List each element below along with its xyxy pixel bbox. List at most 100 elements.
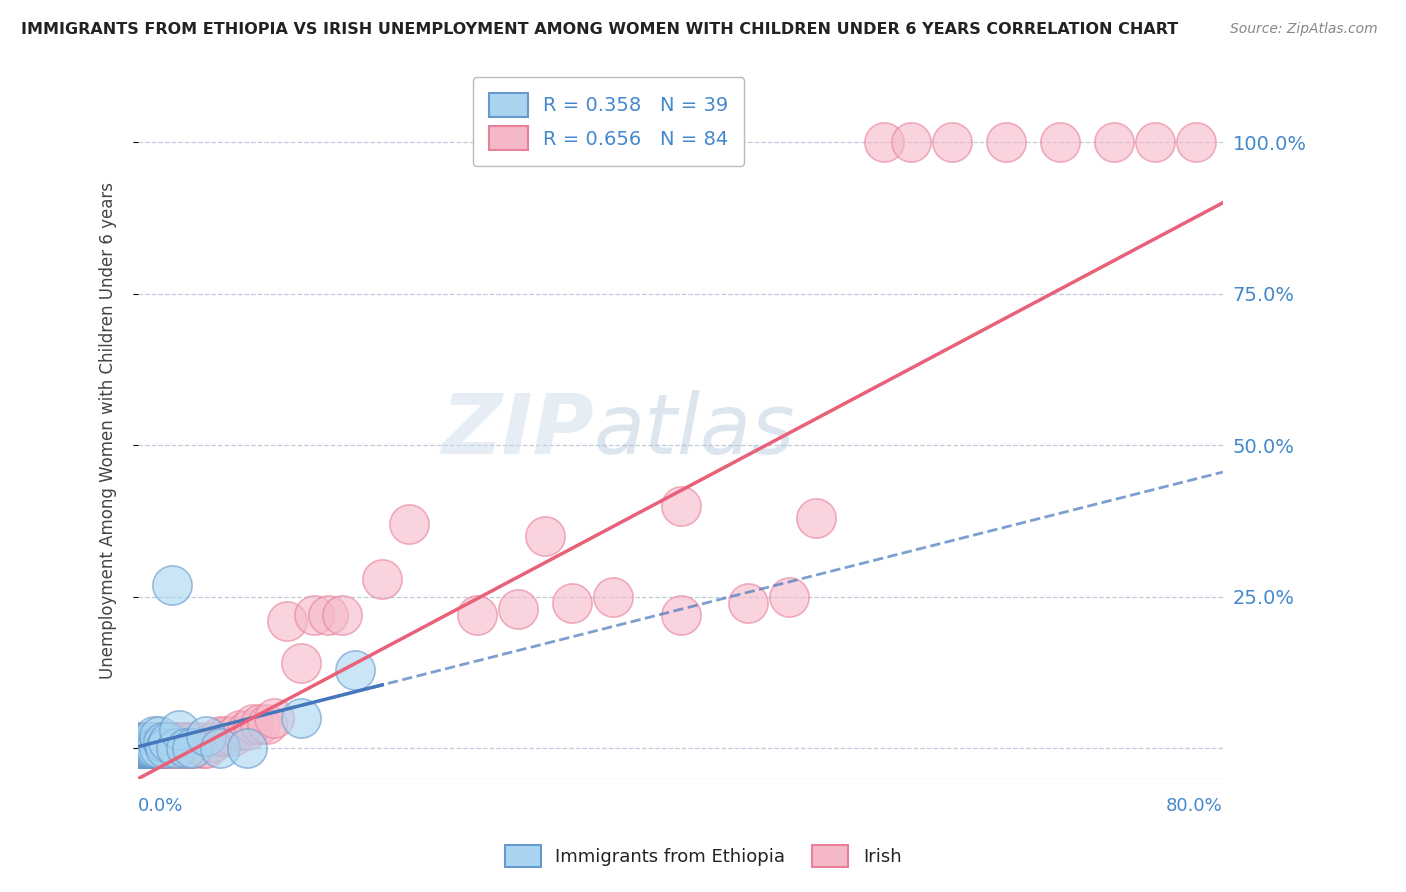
Point xyxy=(148,735,170,749)
Point xyxy=(160,577,183,591)
Point xyxy=(167,723,190,738)
Point xyxy=(222,729,245,743)
Point xyxy=(155,741,177,756)
Point xyxy=(148,729,170,743)
Point xyxy=(330,607,353,622)
Point xyxy=(167,735,190,749)
Point xyxy=(129,741,152,756)
Point xyxy=(138,741,160,756)
Point xyxy=(160,735,183,749)
Point xyxy=(128,741,150,756)
Point xyxy=(181,735,204,749)
Point xyxy=(141,741,163,756)
Text: 0.0%: 0.0% xyxy=(138,797,184,814)
Point xyxy=(143,741,166,756)
Point xyxy=(179,741,201,756)
Point xyxy=(1104,135,1126,149)
Point xyxy=(136,741,159,756)
Point xyxy=(131,741,153,756)
Text: atlas: atlas xyxy=(593,390,796,471)
Point xyxy=(561,596,583,610)
Point xyxy=(134,741,156,756)
Point xyxy=(134,735,156,749)
Point xyxy=(941,135,963,149)
Point xyxy=(290,657,312,671)
Point xyxy=(235,741,257,756)
Point xyxy=(132,741,155,756)
Point xyxy=(165,735,187,749)
Point xyxy=(128,741,150,756)
Legend: R = 0.358   N = 39, R = 0.656   N = 84: R = 0.358 N = 39, R = 0.656 N = 84 xyxy=(474,78,744,166)
Point xyxy=(136,741,159,756)
Point xyxy=(669,607,692,622)
Point xyxy=(131,741,153,756)
Point xyxy=(201,735,224,749)
Point xyxy=(290,711,312,725)
Point xyxy=(804,511,827,525)
Point xyxy=(256,717,278,731)
Point xyxy=(157,735,180,749)
Point xyxy=(134,735,156,749)
Point xyxy=(157,735,180,749)
Point xyxy=(129,741,152,756)
Point xyxy=(142,735,165,749)
Point xyxy=(174,741,197,756)
Point xyxy=(131,735,153,749)
Point xyxy=(149,741,172,756)
Text: 80.0%: 80.0% xyxy=(1166,797,1223,814)
Point xyxy=(1184,135,1206,149)
Point xyxy=(181,741,204,756)
Text: IMMIGRANTS FROM ETHIOPIA VS IRISH UNEMPLOYMENT AMONG WOMEN WITH CHILDREN UNDER 6: IMMIGRANTS FROM ETHIOPIA VS IRISH UNEMPL… xyxy=(21,22,1178,37)
Point xyxy=(344,663,367,677)
Point xyxy=(602,590,624,604)
Point xyxy=(263,711,285,725)
Point xyxy=(174,741,197,756)
Point xyxy=(148,741,170,756)
Point xyxy=(184,741,207,756)
Point xyxy=(141,741,163,756)
Point xyxy=(215,729,238,743)
Point xyxy=(132,741,155,756)
Point xyxy=(276,614,298,628)
Point xyxy=(135,735,157,749)
Point xyxy=(141,741,163,756)
Point xyxy=(157,741,180,756)
Point xyxy=(1049,135,1071,149)
Point xyxy=(304,607,326,622)
Point xyxy=(208,741,231,756)
Point xyxy=(139,741,162,756)
Point xyxy=(506,602,529,616)
Point xyxy=(148,741,170,756)
Point xyxy=(134,741,156,756)
Point xyxy=(129,735,152,749)
Point xyxy=(139,735,162,749)
Point xyxy=(737,596,759,610)
Point xyxy=(193,741,215,756)
Point xyxy=(131,741,153,756)
Point xyxy=(778,590,800,604)
Point xyxy=(900,135,922,149)
Point xyxy=(235,723,257,738)
Point xyxy=(128,741,150,756)
Point xyxy=(174,735,197,749)
Point xyxy=(145,735,167,749)
Point xyxy=(316,607,339,622)
Point xyxy=(195,729,218,743)
Point xyxy=(208,729,231,743)
Point xyxy=(994,135,1017,149)
Point xyxy=(139,741,162,756)
Point xyxy=(160,741,183,756)
Point xyxy=(152,735,174,749)
Point xyxy=(136,735,159,749)
Point xyxy=(165,741,187,756)
Point xyxy=(129,741,152,756)
Point xyxy=(188,735,211,749)
Point xyxy=(873,135,896,149)
Point xyxy=(135,741,157,756)
Text: Source: ZipAtlas.com: Source: ZipAtlas.com xyxy=(1230,22,1378,37)
Point xyxy=(155,741,177,756)
Point xyxy=(141,735,163,749)
Point xyxy=(167,741,190,756)
Point xyxy=(142,741,165,756)
Point xyxy=(138,735,160,749)
